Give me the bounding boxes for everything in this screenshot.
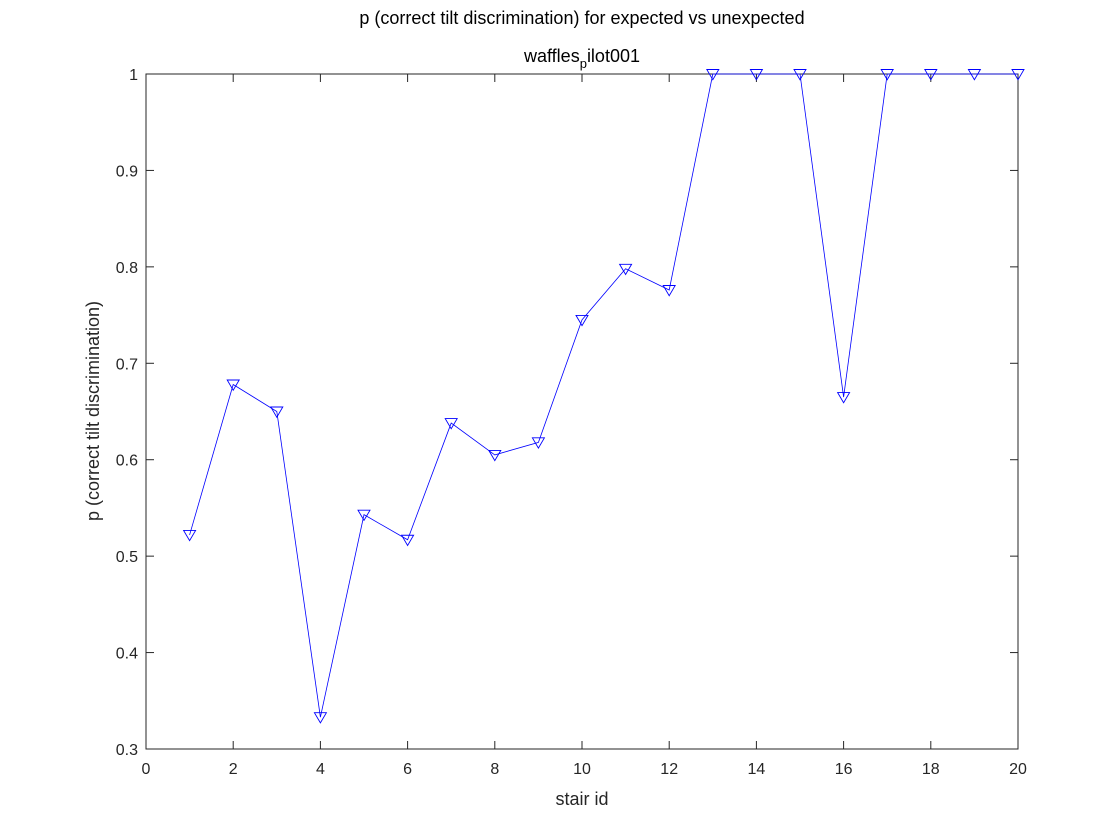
chart-subtitle-rest: ilot001	[587, 46, 640, 66]
data-point-marker	[662, 285, 676, 297]
data-point-marker	[793, 69, 807, 81]
chart-subtitle-subscript: p	[580, 56, 587, 71]
x-tick-label: 0	[142, 761, 151, 778]
x-tick-label: 8	[490, 761, 499, 778]
x-tick-label: 14	[748, 761, 766, 778]
data-point-marker	[531, 437, 546, 449]
chart-subtitle: wafflespilot001	[523, 46, 640, 71]
x-tick-label: 12	[660, 761, 678, 778]
series-line	[189, 73, 1018, 718]
chart-subtitle-main: waffles	[523, 46, 580, 66]
x-tick-label: 2	[229, 761, 238, 778]
data-point-marker	[488, 449, 502, 462]
x-tick-label: 10	[573, 761, 591, 778]
data-point-marker	[1011, 69, 1025, 81]
data-point-marker	[836, 392, 851, 404]
data-point-marker	[880, 69, 894, 81]
data-point-marker	[749, 69, 764, 81]
y-tick-label: 0.5	[116, 549, 138, 566]
x-tick-label: 20	[1009, 761, 1027, 778]
x-axis: 0 2 4 6 8 10 12 14 16 18 20	[142, 74, 1027, 778]
data-point-marker	[924, 69, 938, 81]
data-point-marker	[618, 263, 633, 276]
data-point-marker	[706, 69, 720, 81]
data-point-marker	[444, 418, 458, 430]
y-tick-label: 0.3	[116, 742, 138, 759]
series-markers	[182, 69, 1025, 724]
data-point-marker	[967, 69, 982, 81]
x-tick-label: 6	[403, 761, 412, 778]
y-tick-label: 0.6	[116, 453, 138, 470]
y-tick-label: 0.4	[116, 646, 138, 663]
data-point-marker	[182, 529, 197, 542]
chart-title: p (correct tilt discrimination) for expe…	[359, 8, 804, 28]
y-tick-label: 0.9	[116, 163, 138, 180]
data-point-marker	[226, 379, 240, 392]
y-tick-label: 0.8	[116, 260, 138, 277]
y-axis: 0.3 0.4 0.5 0.6 0.7 0.8 0.9 1	[116, 67, 1018, 759]
x-tick-label: 16	[835, 761, 853, 778]
data-point-marker	[575, 314, 589, 327]
plot-area	[145, 73, 1019, 750]
data-point-marker	[357, 509, 371, 522]
data-point-marker	[313, 712, 328, 724]
x-axis-label: stair id	[555, 789, 608, 809]
y-tick-label: 1	[129, 67, 138, 84]
y-tick-label: 0.7	[116, 356, 138, 373]
x-tick-label: 18	[922, 761, 940, 778]
x-tick-label: 4	[316, 761, 325, 778]
data-point-marker	[270, 406, 284, 419]
data-point-marker	[400, 534, 415, 547]
y-axis-label: p (correct tilt discrimination)	[83, 301, 103, 521]
